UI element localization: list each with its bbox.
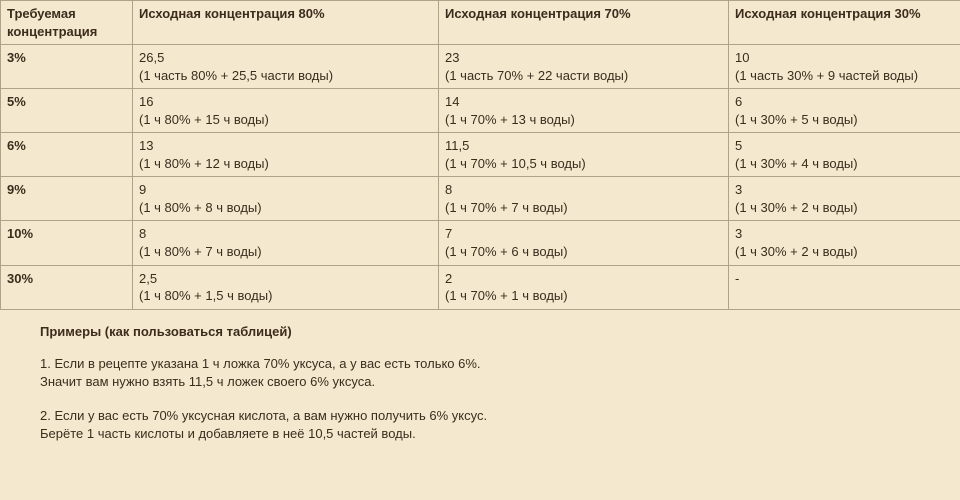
row-required: 5% — [1, 89, 133, 133]
cell-note: (1 ч 30% + 4 ч воды) — [735, 155, 954, 173]
cell-note: (1 ч 70% + 7 ч воды) — [445, 199, 722, 217]
cell-note: (1 ч 80% + 7 ч воды) — [139, 243, 432, 261]
table-cell: 2,5(1 ч 80% + 1,5 ч воды) — [133, 265, 439, 309]
cell-value: 8 — [445, 181, 722, 199]
examples-title: Примеры (как пользоваться таблицей) — [40, 324, 932, 339]
cell-note: (1 ч 30% + 2 ч воды) — [735, 199, 954, 217]
table-cell: - — [729, 265, 960, 309]
table-row: 6%13(1 ч 80% + 12 ч воды)11,5(1 ч 70% + … — [1, 133, 960, 177]
table-cell: 14(1 ч 70% + 13 ч воды) — [439, 89, 729, 133]
table-cell: 7(1 ч 70% + 6 ч воды) — [439, 221, 729, 265]
cell-value: 13 — [139, 137, 432, 155]
cell-note: (1 ч 30% + 5 ч воды) — [735, 111, 954, 129]
table-header-row: Требуемая концентрация Исходная концентр… — [1, 1, 960, 45]
cell-note: (1 ч 80% + 1,5 ч воды) — [139, 287, 432, 305]
dilution-table: Требуемая концентрация Исходная концентр… — [0, 0, 960, 310]
cell-value: 16 — [139, 93, 432, 111]
cell-value: - — [735, 270, 954, 288]
cell-value: 8 — [139, 225, 432, 243]
col-header-70: Исходная концентрация 70% — [439, 1, 729, 45]
col-header-required: Требуемая концентрация — [1, 1, 133, 45]
col-header-30: Исходная концентрация 30% — [729, 1, 960, 45]
cell-value: 14 — [445, 93, 722, 111]
cell-note: (1 ч 70% + 6 ч воды) — [445, 243, 722, 261]
cell-value: 23 — [445, 49, 722, 67]
cell-value: 11,5 — [445, 137, 722, 155]
cell-value: 6 — [735, 93, 954, 111]
example-item: 1. Если в рецепте указана 1 ч ложка 70% … — [40, 355, 932, 391]
cell-value: 10 — [735, 49, 954, 67]
cell-value: 2 — [445, 270, 722, 288]
cell-note: (1 ч 80% + 12 ч воды) — [139, 155, 432, 173]
table-cell: 6(1 ч 30% + 5 ч воды) — [729, 89, 960, 133]
table-row: 9%9(1 ч 80% + 8 ч воды)8(1 ч 70% + 7 ч в… — [1, 177, 960, 221]
table-cell: 5(1 ч 30% + 4 ч воды) — [729, 133, 960, 177]
table-cell: 8(1 ч 80% + 7 ч воды) — [133, 221, 439, 265]
table-cell: 11,5(1 ч 70% + 10,5 ч воды) — [439, 133, 729, 177]
table-cell: 13(1 ч 80% + 12 ч воды) — [133, 133, 439, 177]
examples-section: Примеры (как пользоваться таблицей) 1. Е… — [0, 310, 960, 464]
cell-note: (1 часть 80% + 25,5 части воды) — [139, 67, 432, 85]
row-required: 6% — [1, 133, 133, 177]
example-line: Значит вам нужно взять 11,5 ч ложек свое… — [40, 373, 932, 391]
cell-note: (1 ч 80% + 8 ч воды) — [139, 199, 432, 217]
table-cell: 23(1 часть 70% + 22 части воды) — [439, 45, 729, 89]
cell-value: 26,5 — [139, 49, 432, 67]
example-item: 2. Если у вас есть 70% уксусная кислота,… — [40, 407, 932, 443]
cell-value: 3 — [735, 181, 954, 199]
cell-note: (1 ч 70% + 1 ч воды) — [445, 287, 722, 305]
cell-note: (1 ч 70% + 10,5 ч воды) — [445, 155, 722, 173]
cell-note: (1 часть 70% + 22 части воды) — [445, 67, 722, 85]
cell-note: (1 ч 70% + 13 ч воды) — [445, 111, 722, 129]
row-required: 9% — [1, 177, 133, 221]
table-row: 30%2,5(1 ч 80% + 1,5 ч воды)2(1 ч 70% + … — [1, 265, 960, 309]
row-required: 3% — [1, 45, 133, 89]
cell-value: 3 — [735, 225, 954, 243]
table-row: 5%16(1 ч 80% + 15 ч воды)14(1 ч 70% + 13… — [1, 89, 960, 133]
table-row: 3%26,5(1 часть 80% + 25,5 части воды)23(… — [1, 45, 960, 89]
table-cell: 3(1 ч 30% + 2 ч воды) — [729, 177, 960, 221]
example-line: 2. Если у вас есть 70% уксусная кислота,… — [40, 407, 932, 425]
table-cell: 10(1 часть 30% + 9 частей воды) — [729, 45, 960, 89]
table-cell: 16(1 ч 80% + 15 ч воды) — [133, 89, 439, 133]
row-required: 10% — [1, 221, 133, 265]
table-cell: 26,5(1 часть 80% + 25,5 части воды) — [133, 45, 439, 89]
cell-value: 5 — [735, 137, 954, 155]
col-header-80: Исходная концентрация 80% — [133, 1, 439, 45]
cell-note: (1 ч 80% + 15 ч воды) — [139, 111, 432, 129]
cell-note: (1 ч 30% + 2 ч воды) — [735, 243, 954, 261]
cell-note: (1 часть 30% + 9 частей воды) — [735, 67, 954, 85]
example-line: Берёте 1 часть кислоты и добавляете в не… — [40, 425, 932, 443]
row-required: 30% — [1, 265, 133, 309]
table-cell: 3(1 ч 30% + 2 ч воды) — [729, 221, 960, 265]
table-row: 10%8(1 ч 80% + 7 ч воды)7(1 ч 70% + 6 ч … — [1, 221, 960, 265]
table-cell: 9(1 ч 80% + 8 ч воды) — [133, 177, 439, 221]
table-cell: 2(1 ч 70% + 1 ч воды) — [439, 265, 729, 309]
example-line: 1. Если в рецепте указана 1 ч ложка 70% … — [40, 355, 932, 373]
cell-value: 9 — [139, 181, 432, 199]
cell-value: 7 — [445, 225, 722, 243]
table-cell: 8(1 ч 70% + 7 ч воды) — [439, 177, 729, 221]
cell-value: 2,5 — [139, 270, 432, 288]
